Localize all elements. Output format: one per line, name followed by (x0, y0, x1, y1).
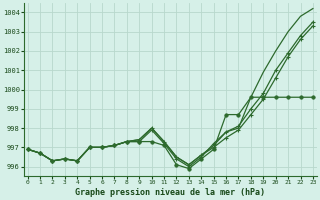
X-axis label: Graphe pression niveau de la mer (hPa): Graphe pression niveau de la mer (hPa) (75, 188, 265, 197)
